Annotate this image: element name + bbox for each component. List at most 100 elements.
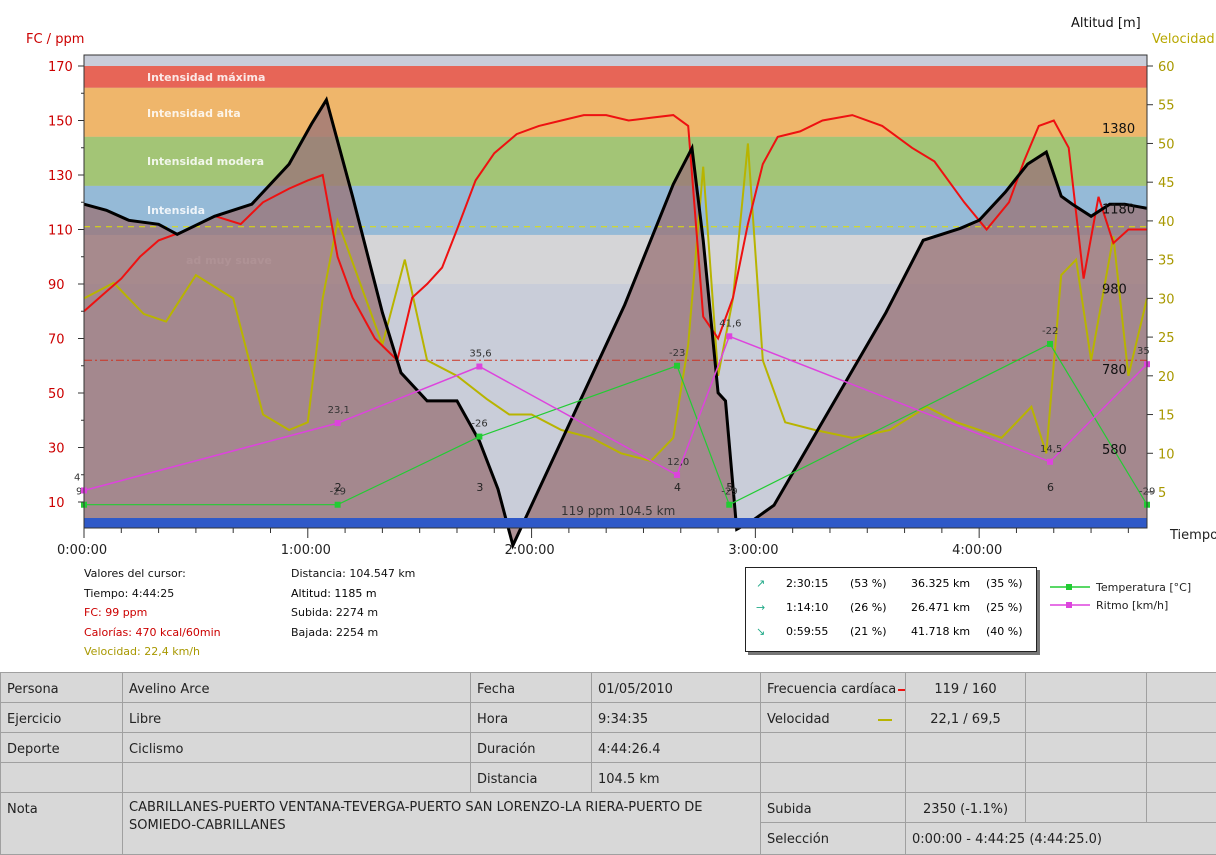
empty-cell — [906, 733, 1026, 763]
pace-point — [726, 333, 732, 339]
slope-distance-pct: (40 %) — [986, 625, 1023, 638]
persona-label: Persona — [1, 673, 123, 703]
slope-distance: 36.325 km — [911, 577, 970, 590]
pace-label: 12,0 — [667, 457, 689, 468]
speed-tick-label: 15 — [1158, 409, 1175, 424]
hr-tick-label: 10 — [48, 496, 65, 511]
ejercicio-label: Ejercicio — [1, 703, 123, 733]
pace-label: 23,1 — [328, 405, 350, 416]
empty-cell — [1026, 793, 1147, 823]
pace-label: 35 — [1137, 346, 1150, 357]
cursor-distance: Distancia: 104.547 km — [291, 567, 415, 580]
slope-row-up: ↗ 2:30:15 (53 %) 36.325 km (35 %) — [746, 577, 1036, 595]
hora-label: Hora — [471, 703, 592, 733]
fecha-value: 01/05/2010 — [592, 673, 761, 703]
slope-distance: 26.471 km — [911, 601, 970, 614]
legend-temperature-label: Temperatura [°C] — [1096, 581, 1191, 594]
altitude-tick-label: 580 — [1102, 443, 1127, 458]
cursor-time: Tiempo: 4:44:25 — [84, 587, 174, 600]
temperature-point — [476, 434, 482, 440]
cursor-speed: Velocidad: 22,4 km/h — [84, 645, 200, 658]
slope-distance-pct: (35 %) — [986, 577, 1023, 590]
slope-time: 2:30:15 — [786, 577, 828, 590]
fecha-label: Fecha — [471, 673, 592, 703]
fc-label: Frecuencia cardíaca — [761, 673, 906, 703]
altitude-tick-label: 980 — [1102, 283, 1127, 298]
legend-pace: Ritmo [km/h] — [1048, 598, 1092, 616]
ejercicio-value: Libre — [123, 703, 471, 733]
lap-marker: 2 — [335, 481, 342, 494]
speed-tick-label: 10 — [1158, 447, 1175, 462]
hr-tick-label: 170 — [48, 60, 73, 75]
zone-label: Intensida — [147, 204, 205, 217]
subida-label: Subida — [761, 793, 906, 823]
pace-point — [476, 364, 482, 370]
nota-value: CABRILLANES-PUERTO VENTANA-TEVERGA-PUERT… — [123, 793, 761, 855]
slope-row-flat: → 1:14:10 (26 %) 26.471 km (25 %) — [746, 601, 1036, 619]
mean-label: 119 ppm 104.5 km — [561, 504, 675, 518]
hr-tick-label: 150 — [48, 115, 73, 130]
temperature-point — [674, 363, 680, 369]
distancia-label: Distancia — [471, 763, 592, 793]
temperature-point — [335, 502, 341, 508]
arrow-right-icon: → — [756, 601, 765, 614]
hr-tick-label: 30 — [48, 442, 65, 457]
temperature-label: -22 — [1042, 326, 1058, 337]
altitude-tick-label: 1180 — [1102, 202, 1135, 217]
empty-cell — [761, 733, 906, 763]
seleccion-label: Selección — [761, 823, 906, 855]
deporte-label: Deporte — [1, 733, 123, 763]
pace-label: 14,5 — [1040, 444, 1062, 455]
bottom-band — [84, 518, 1147, 528]
speed-tick-label: 45 — [1158, 176, 1175, 191]
empty-cell — [906, 763, 1026, 793]
empty-cell — [1147, 703, 1216, 733]
time-tick-label: 1:00:00 — [281, 543, 331, 558]
pace-point — [1047, 459, 1053, 465]
pace-label: 41,6 — [719, 318, 741, 329]
subida-value: 2350 (-1.1%) — [906, 793, 1026, 823]
slope-time: 1:14:10 — [786, 601, 828, 614]
slope-row-down: ↘ 0:59:55 (21 %) 41.718 km (40 %) — [746, 625, 1036, 643]
legend-pace-label: Ritmo [km/h] — [1096, 599, 1168, 612]
hr-tick-label: 110 — [48, 224, 73, 239]
slope-time-pct: (53 %) — [850, 577, 887, 590]
speed-tick-label: 50 — [1158, 137, 1175, 152]
slope-distance: 41.718 km — [911, 625, 970, 638]
zone-label: Intensidad modera — [147, 155, 264, 168]
nota-label: Nota — [1, 793, 123, 855]
secondary-legend: Temperatura [°C] Ritmo [km/h] — [1048, 580, 1092, 616]
persona-value: Avelino Arce — [123, 673, 471, 703]
cursor-title: Valores del cursor: — [84, 567, 186, 580]
time-tick-label: 4:00:00 — [952, 543, 1002, 558]
hr-tick-label: 130 — [48, 169, 73, 184]
pace-label: 35,6 — [469, 349, 491, 360]
empty-cell — [1147, 733, 1216, 763]
lap-marker: 5 — [726, 481, 733, 494]
speed-tick-label: 40 — [1158, 215, 1175, 230]
temperature-point — [1047, 341, 1053, 347]
pace-legend-icon — [1048, 598, 1092, 612]
empty-cell — [1026, 703, 1147, 733]
temperature-label: -26 — [471, 419, 487, 430]
hora-value: 9:34:35 — [592, 703, 761, 733]
legend-temperature: Temperatura [°C] — [1048, 580, 1092, 598]
time-tick-label: 2:00:00 — [505, 543, 555, 558]
speed-tick-label: 60 — [1158, 60, 1175, 75]
hr-tick-label: 50 — [48, 387, 65, 402]
empty-cell — [1147, 763, 1216, 793]
temperature-label: -23 — [669, 348, 685, 359]
empty-cell — [1147, 793, 1216, 823]
slope-time-pct: (26 %) — [850, 601, 887, 614]
velocidad-value: 22,1 / 69,5 — [906, 703, 1026, 733]
lap-marker: 6 — [1047, 481, 1054, 494]
hr-tick-label: 70 — [48, 333, 65, 348]
hr-tick-label: 90 — [48, 278, 65, 293]
distancia-value: 104.5 km — [592, 763, 761, 793]
speed-tick-label: 25 — [1158, 331, 1175, 346]
workout-summary-table: Persona Avelino Arce Fecha 01/05/2010 Fr… — [0, 672, 1216, 855]
pace-label: 4 — [74, 472, 80, 483]
speed-tick-label: 20 — [1158, 370, 1175, 385]
duracion-value: 4:44:26.4 — [592, 733, 761, 763]
